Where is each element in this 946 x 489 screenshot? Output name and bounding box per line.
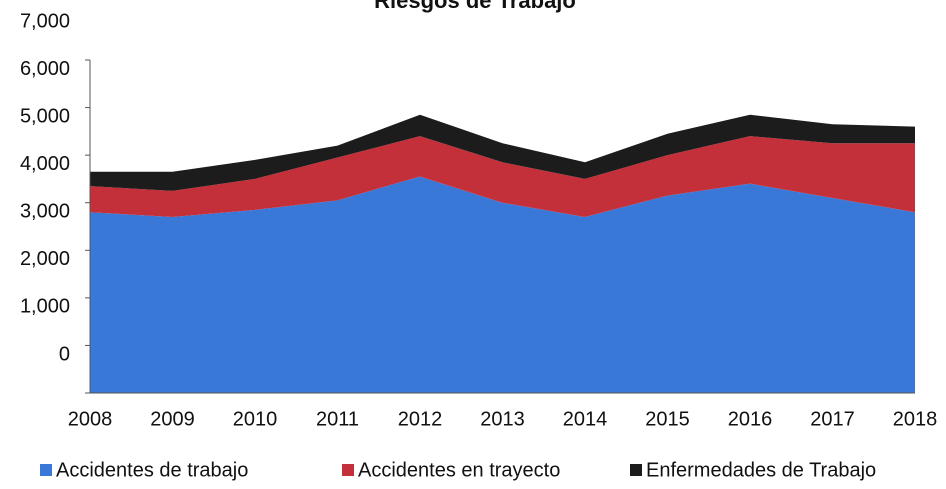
- legend-label: Accidentes de trabajo: [56, 459, 248, 481]
- x-tick-label: 2016: [728, 408, 773, 430]
- legend-label: Enfermedades de Trabajo: [646, 459, 876, 481]
- y-tick-label: 3,000: [20, 201, 70, 223]
- area: [90, 136, 915, 217]
- legend-swatch: [342, 464, 354, 476]
- y-tick-label: 1,000: [20, 296, 70, 318]
- x-tick-label: 2012: [398, 408, 443, 430]
- y-tick-label: 0: [59, 343, 70, 365]
- x-tick-label: 2010: [233, 408, 278, 430]
- y-tick-label: 5,000: [20, 105, 70, 127]
- x-tick-label: 2008: [68, 408, 113, 430]
- x-tick-label: 2013: [480, 408, 525, 430]
- x-tick-label: 2015: [645, 408, 690, 430]
- y-tick-label: 7,000: [20, 10, 70, 32]
- legend-item: Accidentes de trabajo: [40, 459, 248, 481]
- area: [90, 114, 915, 191]
- legend-label: Accidentes en trayecto: [358, 459, 560, 481]
- legend-swatch: [630, 464, 642, 476]
- y-tick-label: 4,000: [20, 153, 70, 175]
- x-tick-label: 2009: [150, 408, 195, 430]
- legend-item: Enfermedades de Trabajo: [630, 459, 876, 481]
- chart-title: Riesgos de Trabajo: [374, 0, 576, 13]
- y-tick-label: 2,000: [20, 248, 70, 270]
- x-tick-label: 2014: [563, 408, 608, 430]
- area: [90, 176, 915, 393]
- legend-item: Accidentes en trayecto: [342, 459, 560, 481]
- y-tick-label: 6,000: [20, 58, 70, 80]
- x-tick-label: 2018: [893, 408, 938, 430]
- x-tick-label: 2017: [810, 408, 855, 430]
- x-tick-label: 2011: [316, 408, 359, 430]
- legend-swatch: [40, 464, 52, 476]
